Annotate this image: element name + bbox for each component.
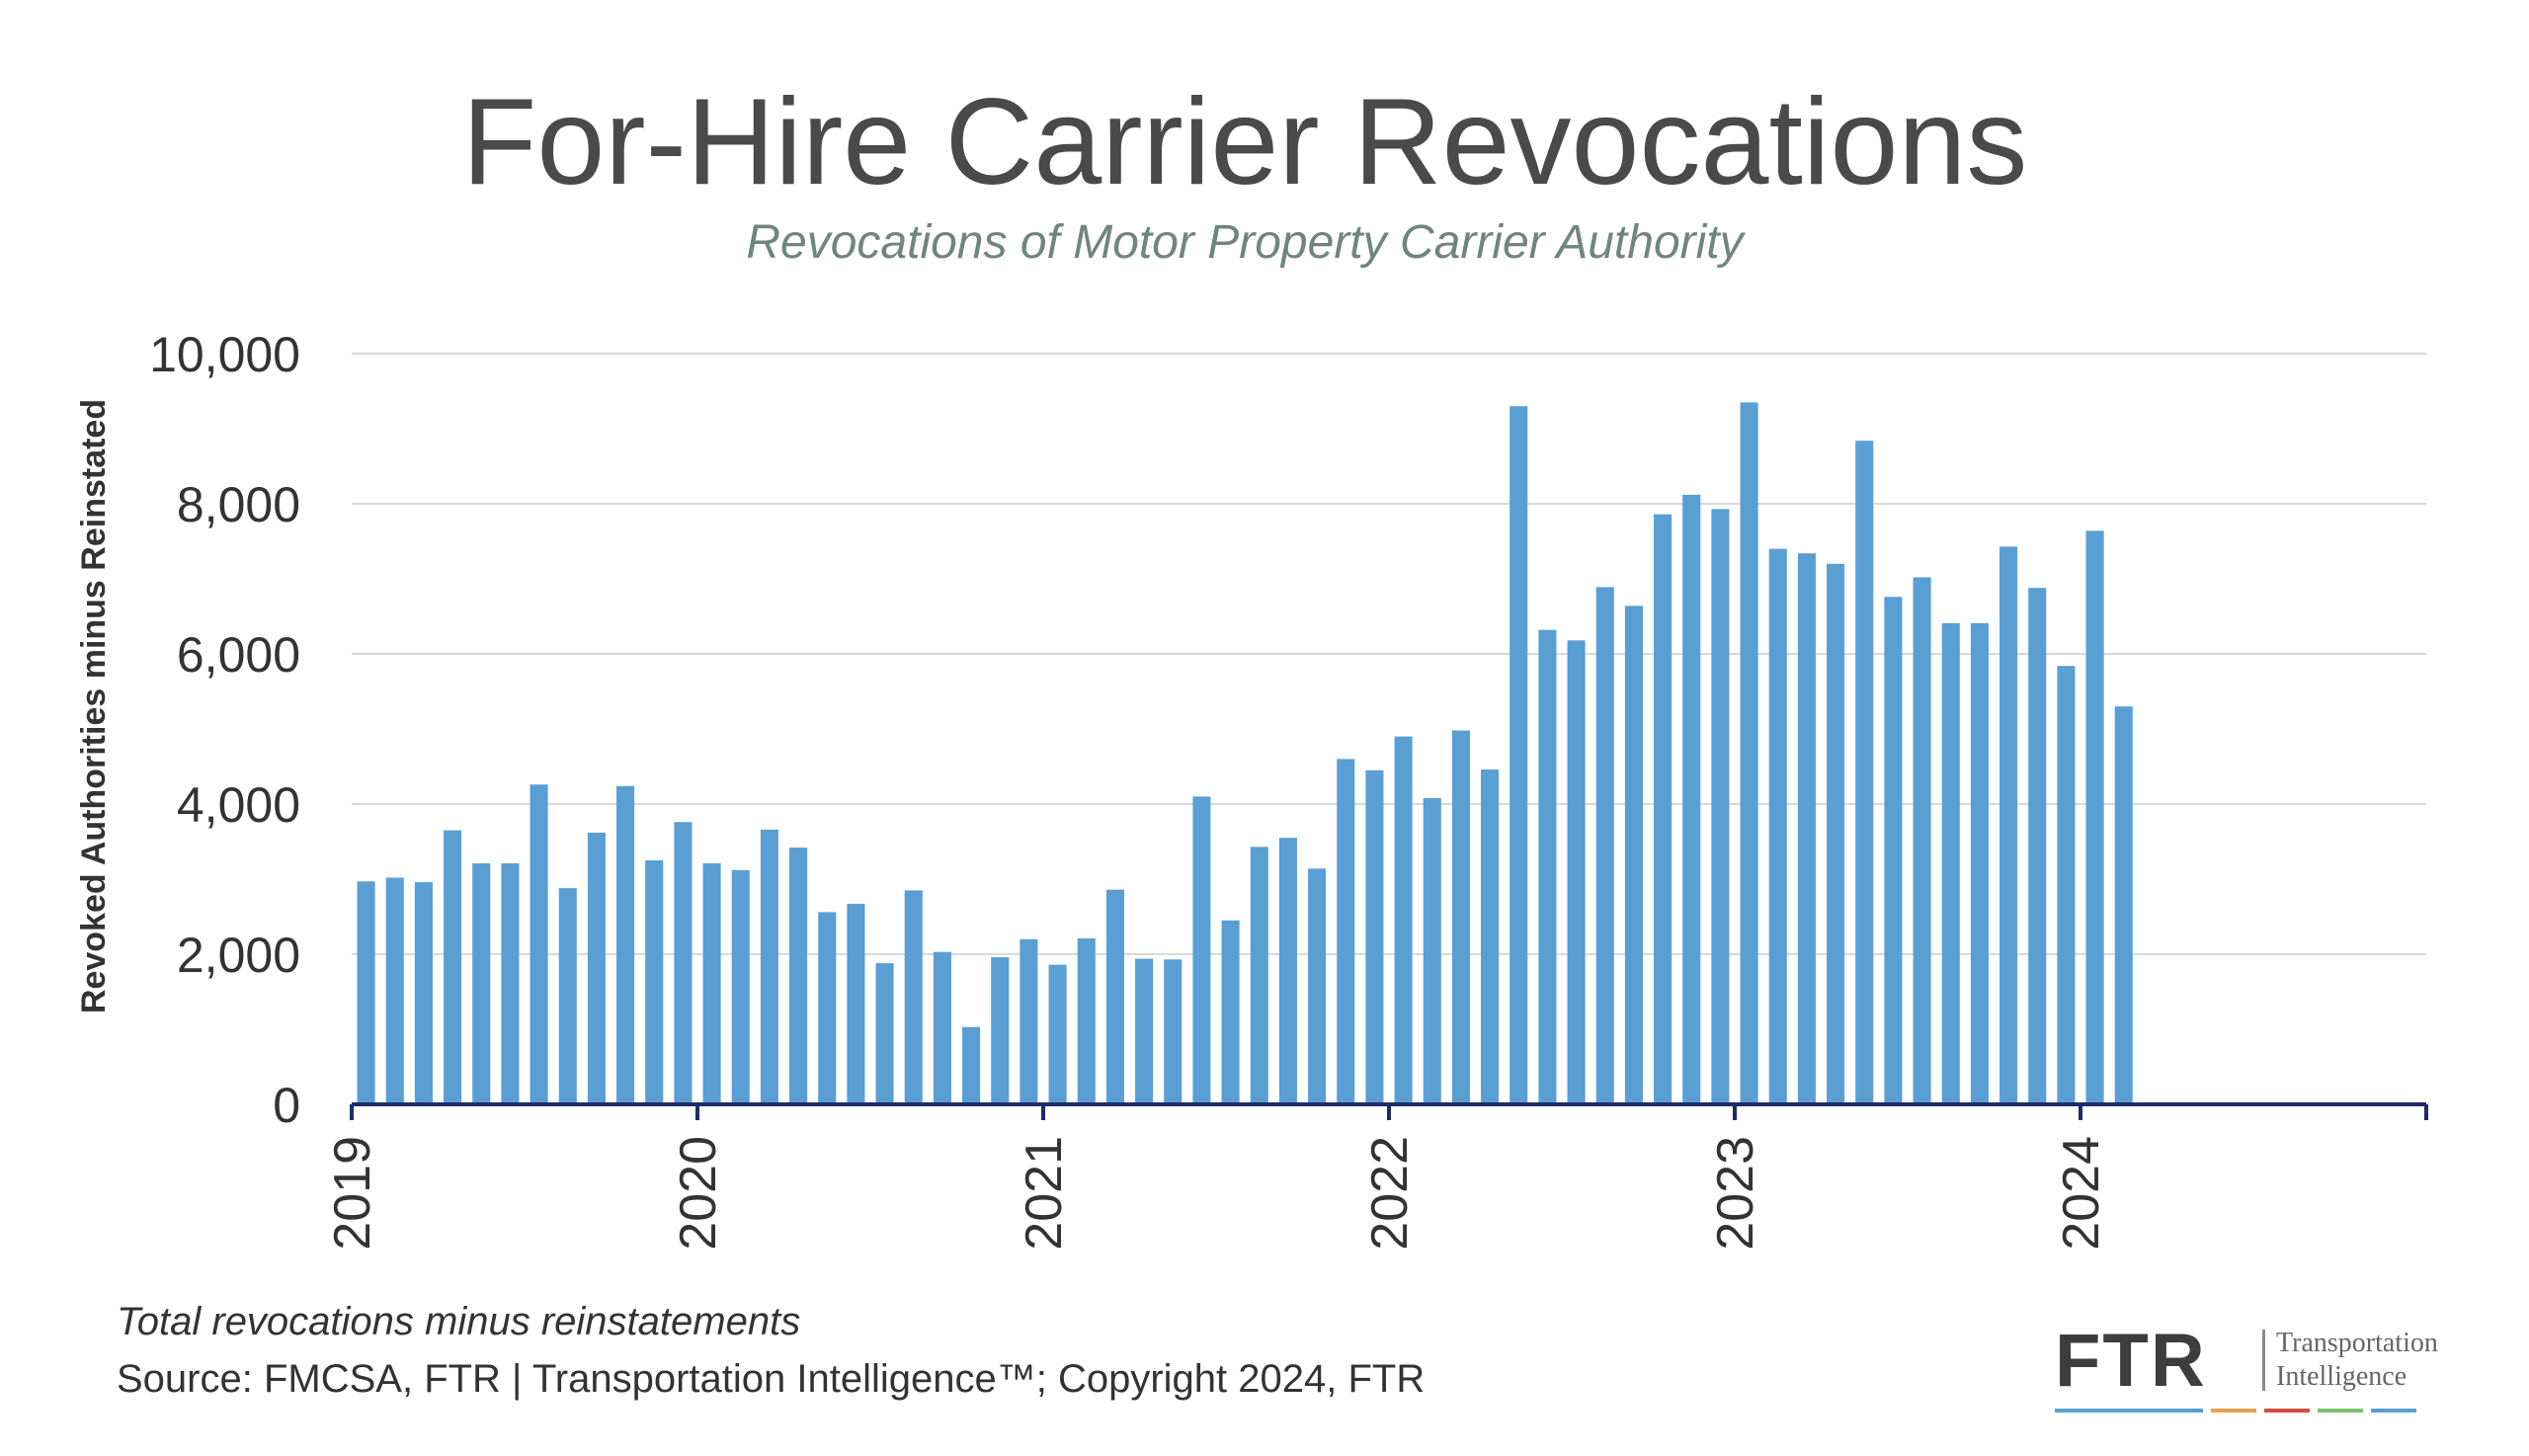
bar [472, 863, 491, 1104]
bar [587, 832, 606, 1104]
bar [991, 957, 1010, 1104]
bar [1941, 622, 1960, 1104]
bar [1711, 509, 1730, 1104]
bar [1164, 959, 1183, 1104]
footnote: Total revocations minus reinstatements [117, 1300, 801, 1343]
bar [1394, 736, 1413, 1104]
x-tick-label: 2021 [1016, 1136, 1073, 1251]
bar [1192, 796, 1211, 1104]
bar [357, 881, 375, 1104]
bar [1451, 730, 1470, 1104]
x-tick-label: 2024 [2053, 1136, 2110, 1251]
logo-divider [2262, 1330, 2265, 1391]
bar [1855, 441, 1874, 1104]
bar [818, 912, 837, 1104]
y-tick-label: 0 [273, 1078, 300, 1133]
bar [1624, 606, 1643, 1104]
source-note: Source: FMCSA, FTR | Transportation Inte… [117, 1357, 1426, 1401]
bar [760, 829, 778, 1104]
bar [1105, 889, 1124, 1104]
x-tick-label: 2023 [1707, 1136, 1764, 1251]
bar [933, 951, 951, 1104]
bar [1567, 640, 1586, 1104]
bar [645, 860, 664, 1104]
bar [1048, 964, 1067, 1104]
bar [847, 904, 865, 1104]
bar [1682, 494, 1701, 1104]
bar [731, 869, 750, 1104]
y-axis-ticks: 0 2,000 4,000 6,000 8,000 10,000 [149, 327, 300, 1133]
logo-stripe [2211, 1409, 2256, 1413]
bar [789, 848, 808, 1104]
x-tick-label: 2020 [670, 1136, 727, 1251]
bar [2085, 530, 2104, 1104]
logo-text-line2: Intelligence [2276, 1361, 2407, 1392]
bar [1595, 587, 1614, 1104]
bar [1827, 563, 1845, 1104]
bar [1999, 546, 2018, 1104]
bar [1740, 402, 1758, 1104]
logo-mark: FTR [2055, 1319, 2207, 1403]
bar [702, 863, 721, 1104]
bar [962, 1026, 981, 1104]
logo-stripe [2318, 1409, 2363, 1413]
bar [501, 863, 520, 1104]
y-tick-label: 6,000 [177, 627, 300, 683]
y-tick-label: 8,000 [177, 477, 300, 532]
y-axis-label: Revoked Authorities minus Reinstated [75, 399, 113, 1013]
bar [1538, 629, 1557, 1104]
bar [558, 888, 577, 1104]
chart-title: For-Hire Carrier Revocations [461, 74, 2028, 210]
logo-text-line1: Transportation [2276, 1328, 2438, 1358]
bar [674, 822, 693, 1104]
bar [1509, 406, 1528, 1104]
logo-stripes [2055, 1409, 2470, 1415]
bar [2057, 666, 2076, 1104]
y-tick-label: 4,000 [177, 777, 300, 833]
bar [1365, 769, 1384, 1104]
bar [1970, 622, 1989, 1104]
bar [1913, 577, 1931, 1104]
bar [385, 877, 404, 1104]
x-axis: 2019 2020 2021 2022 2023 2024 [324, 1102, 2428, 1251]
bars [357, 402, 2133, 1104]
x-tick-label: 2022 [1361, 1136, 1419, 1251]
bar [1797, 553, 1816, 1104]
bar [1250, 847, 1268, 1104]
bar [1077, 938, 1096, 1104]
bar [1020, 938, 1038, 1104]
logo-stripe [2055, 1409, 2203, 1413]
y-tick-label: 2,000 [177, 928, 300, 983]
bar [414, 882, 433, 1104]
bar [1423, 797, 1441, 1104]
bar [530, 784, 548, 1104]
bar [2028, 588, 2047, 1104]
bar [1221, 920, 1240, 1104]
bar [1135, 958, 1154, 1104]
bar [875, 963, 894, 1104]
bar [1337, 759, 1355, 1104]
bar-chart: 0 2,000 4,000 6,000 8,000 10,000 2019 2020 2021… [75, 327, 2428, 1251]
bar [616, 785, 635, 1104]
chart-subtitle: Revocations of Motor Property Carrier Au… [746, 216, 1744, 269]
bar [1768, 548, 1787, 1104]
logo-stripe [2371, 1409, 2416, 1413]
bar [2114, 706, 2133, 1104]
ftr-logo: FTR Transportation Intelligence [2055, 1324, 2470, 1422]
bar [904, 890, 923, 1104]
bar [1884, 597, 1903, 1104]
logo-stripe [2264, 1409, 2310, 1413]
bar [444, 830, 462, 1104]
bar [1481, 769, 1500, 1104]
gridlines [352, 353, 2426, 955]
bar [1278, 838, 1297, 1104]
y-tick-label: 10,000 [149, 327, 300, 382]
x-tick-label: 2019 [324, 1136, 381, 1251]
bar [1308, 868, 1327, 1104]
bar [1654, 514, 1672, 1104]
